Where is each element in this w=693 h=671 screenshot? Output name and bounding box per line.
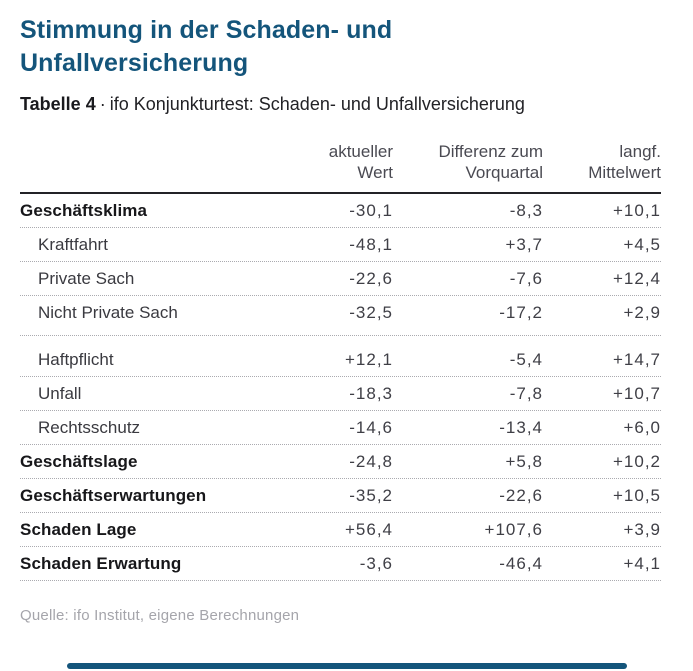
row-value: -7,8 — [509, 384, 543, 403]
row-label: Geschäftsklima — [20, 201, 148, 220]
row-value: -7,6 — [509, 269, 543, 288]
row-value: +12,4 — [612, 269, 661, 288]
row-value: +3,9 — [623, 520, 661, 539]
header-label-column — [20, 141, 278, 183]
table-row: Schaden Lage +56,4 +107,6 +3,9 — [20, 513, 661, 547]
header-longterm-mean: langf. Mittelwert — [543, 141, 661, 183]
header-diff-prev-quarter: Differenz zum Vorquartal — [393, 141, 543, 183]
row-label: Schaden Erwartung — [20, 554, 182, 573]
table-row: Geschäftserwartungen -35,2 -22,6 +10,5 — [20, 479, 661, 513]
row-value: -30,1 — [349, 201, 393, 220]
table-header-row: aktueller Wert Differenz zum Vorquartal … — [20, 141, 661, 194]
row-value: -22,6 — [499, 486, 543, 505]
row-value: +2,9 — [623, 303, 661, 322]
row-value: -46,4 — [499, 554, 543, 573]
header-line: aktueller — [328, 142, 393, 161]
row-value: +4,1 — [623, 554, 661, 573]
row-value: +4,5 — [623, 235, 661, 254]
row-value: -8,3 — [509, 201, 543, 220]
caption-text: ifo Konjunkturtest: Schaden- und Unfallv… — [109, 94, 525, 114]
row-label: Rechtsschutz — [38, 418, 141, 437]
row-value: -5,4 — [509, 350, 543, 369]
header-line: langf. — [619, 142, 661, 161]
table-number: Tabelle 4 — [20, 94, 96, 114]
row-value: -18,3 — [349, 384, 393, 403]
header-line: Wert — [357, 163, 393, 182]
table-row: Geschäftslage -24,8 +5,8 +10,2 — [20, 445, 661, 479]
row-label: Geschäftserwartungen — [20, 486, 207, 505]
header-current-value: aktueller Wert — [278, 141, 393, 183]
row-value: +3,7 — [505, 235, 543, 254]
table-row: Schaden Erwartung -3,6 -46,4 +4,1 — [20, 547, 661, 581]
table-row: Haftpflicht +12,1 -5,4 +14,7 — [20, 336, 661, 377]
row-value: -22,6 — [349, 269, 393, 288]
row-label: Unfall — [38, 384, 82, 403]
row-value: +5,8 — [505, 452, 543, 471]
row-label: Geschäftslage — [20, 452, 138, 471]
source-note: Quelle: ifo Institut, eigene Berechnunge… — [20, 607, 300, 624]
row-value: -17,2 — [499, 303, 543, 322]
table-row: Private Sach -22,6 -7,6 +12,4 — [20, 262, 661, 296]
caption-separator: · — [99, 94, 106, 114]
header-line: Vorquartal — [465, 163, 544, 182]
row-value: -14,6 — [349, 418, 393, 437]
row-label: Private Sach — [38, 269, 135, 288]
table-row: Geschäftsklima -30,1 -8,3 +10,1 — [20, 194, 661, 228]
row-value: +10,5 — [612, 486, 661, 505]
table-row: Nicht Private Sach -32,5 -17,2 +2,9 — [20, 296, 661, 336]
row-value: -35,2 — [349, 486, 393, 505]
row-value: +6,0 — [623, 418, 661, 437]
table-row: Kraftfahrt -48,1 +3,7 +4,5 — [20, 228, 661, 262]
row-value: -48,1 — [349, 235, 393, 254]
row-label: Nicht Private Sach — [38, 303, 178, 322]
header-line: Mittelwert — [588, 163, 661, 182]
row-value: +10,1 — [612, 201, 661, 220]
row-value: +107,6 — [484, 520, 543, 539]
row-label: Kraftfahrt — [38, 235, 108, 254]
row-value: +14,7 — [612, 350, 661, 369]
table-caption: Tabelle 4 · ifo Konjunkturtest: Schaden- u… — [20, 93, 661, 115]
row-value: +56,4 — [344, 520, 393, 539]
row-value: -3,6 — [359, 554, 393, 573]
row-value: +10,2 — [612, 452, 661, 471]
table-row: Rechtsschutz -14,6 -13,4 +6,0 — [20, 411, 661, 445]
row-value: +12,1 — [344, 350, 393, 369]
row-value: +10,7 — [612, 384, 661, 403]
row-label: Haftpflicht — [38, 350, 114, 369]
row-value: -13,4 — [499, 418, 543, 437]
footer-brand-bar — [66, 663, 627, 669]
row-value: -32,5 — [349, 303, 393, 322]
table-row: Unfall -18,3 -7,8 +10,7 — [20, 377, 661, 411]
table-body: Geschäftsklima -30,1 -8,3 +10,1 Kraftfahrt -4… — [20, 194, 661, 581]
row-label: Schaden Lage — [20, 520, 137, 539]
row-value: -24,8 — [349, 452, 393, 471]
infographic: Stimmung in der Schaden- und Unfallversi… — [0, 14, 693, 625]
page-title: Stimmung in der Schaden- und Unfallversi… — [20, 16, 393, 77]
header-line: Differenz zum — [438, 142, 543, 161]
